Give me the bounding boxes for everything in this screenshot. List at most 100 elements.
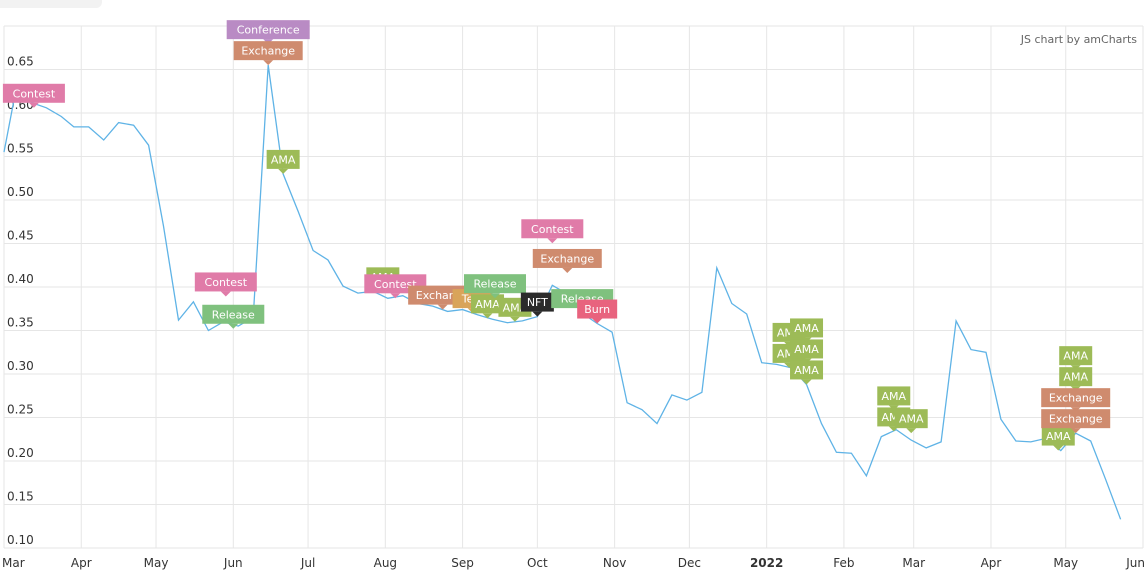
event-pin-pointer xyxy=(278,168,289,174)
event-pin-contest[interactable]: Contest xyxy=(2,83,65,108)
event-pin-ama[interactable]: AMA xyxy=(894,409,928,434)
event-pin-nft[interactable]: NFT xyxy=(520,292,554,317)
event-pin-label: AMA xyxy=(475,298,500,311)
x-tick-label: Jun xyxy=(223,556,243,570)
x-tick-label: Apr xyxy=(71,556,92,570)
event-pin-label: AMA xyxy=(881,390,906,403)
event-pin-box xyxy=(266,149,300,169)
event-pin-pointer xyxy=(906,428,917,434)
x-tick-label: Dec xyxy=(678,556,701,570)
event-pin-label: Exchange xyxy=(241,45,295,58)
event-pin-contest[interactable]: Contest xyxy=(521,219,584,244)
event-pin-ama[interactable]: AMA xyxy=(790,339,824,364)
event-pin-release[interactable]: Release xyxy=(202,304,265,329)
event-pin-box xyxy=(1059,367,1093,387)
x-tick-label: Jul xyxy=(300,556,315,570)
event-pin-exchange[interactable]: Exchange xyxy=(233,41,303,66)
event-pin-exchange[interactable]: Exchange xyxy=(532,248,602,273)
event-pin-box xyxy=(521,219,584,239)
event-annotations: Contest Conference Exchange AMA Contest Relea… xyxy=(2,20,1111,451)
event-pin-label: AMA xyxy=(271,153,296,166)
x-tick-label: Apr xyxy=(981,556,1002,570)
event-pin-label: AMA xyxy=(899,413,924,426)
y-tick-label: 0.20 xyxy=(7,446,34,460)
event-pin-ama[interactable]: AMA xyxy=(790,318,824,343)
event-pin-ama[interactable]: AMA xyxy=(790,360,824,385)
event-pin-box xyxy=(463,274,526,294)
y-tick-label: 0.10 xyxy=(7,533,34,547)
event-pin-box xyxy=(577,299,618,319)
x-tick-label: Aug xyxy=(374,556,397,570)
event-pin-label: Burn xyxy=(584,303,610,316)
event-pin-exchange[interactable]: Exchange xyxy=(1041,409,1111,434)
event-pin-ama[interactable]: AMA xyxy=(471,294,505,319)
event-pin-label: AMA xyxy=(794,343,819,356)
event-pin-label: AMA xyxy=(1063,371,1088,384)
event-pin-label: Contest xyxy=(374,278,417,291)
y-tick-label: 0.30 xyxy=(7,359,34,373)
x-tick-label: Oct xyxy=(527,556,548,570)
event-pin-box xyxy=(790,339,824,359)
y-tick-label: 0.25 xyxy=(7,403,34,417)
event-pin-label: Contest xyxy=(531,223,574,236)
event-pin-box xyxy=(194,272,257,292)
event-pin-label: AMA xyxy=(794,322,819,335)
event-pin-box xyxy=(894,409,928,429)
event-pin-box xyxy=(532,248,602,268)
event-pin-box xyxy=(1041,388,1111,408)
event-pin-ama[interactable]: AMA xyxy=(877,386,911,411)
event-pin-ama[interactable]: AMA xyxy=(1059,367,1093,392)
event-pin-pointer xyxy=(1053,445,1064,451)
x-tick-label: Jun xyxy=(1125,556,1145,570)
y-tick-label: 0.55 xyxy=(7,142,34,156)
x-tick-label: Mar xyxy=(2,556,25,570)
event-pin-contest[interactable]: Contest xyxy=(194,272,257,297)
event-pin-label: AMA xyxy=(1063,350,1088,363)
event-pin-ama[interactable]: AMA xyxy=(1041,426,1075,451)
event-pin-pointer xyxy=(801,379,812,385)
event-pin-label: Contest xyxy=(205,276,248,289)
event-pin-label: Conference xyxy=(237,24,300,37)
event-pin-pointer xyxy=(28,102,39,108)
event-pin-pointer xyxy=(482,313,493,319)
event-pin-label: Exchange xyxy=(540,252,594,265)
event-pin-label: AMA xyxy=(1046,430,1071,443)
event-pin-pointer xyxy=(263,60,274,66)
event-pin-release[interactable]: Release xyxy=(463,274,526,299)
event-pin-box xyxy=(2,83,65,103)
event-pin-pointer xyxy=(801,337,812,343)
event-pin-pointer xyxy=(888,405,899,411)
event-pin-label: Contest xyxy=(13,87,56,100)
event-pin-ama[interactable]: AMA xyxy=(1059,346,1093,371)
event-pin-pointer xyxy=(509,316,520,322)
event-pin-label: Exchange xyxy=(1049,413,1103,426)
event-pin-conference[interactable]: Conference xyxy=(226,20,310,45)
amcharts-credit[interactable]: JS chart by amCharts xyxy=(1020,33,1137,46)
y-tick-label: 0.15 xyxy=(7,490,34,504)
event-pin-label: AMA xyxy=(794,364,819,377)
event-pin-box xyxy=(877,386,911,406)
y-tick-label: 0.40 xyxy=(7,272,34,286)
x-tick-label: Sep xyxy=(451,556,474,570)
top-tab[interactable] xyxy=(0,0,102,8)
x-tick-label: Mar xyxy=(902,556,925,570)
event-pin-exchange[interactable]: Exchange xyxy=(1041,388,1111,413)
event-pin-pointer xyxy=(390,293,401,299)
event-pin-burn[interactable]: Burn xyxy=(577,299,618,324)
event-pin-ama[interactable]: AMA xyxy=(266,149,300,174)
event-pin-label: Exchange xyxy=(1049,392,1103,405)
event-pin-box xyxy=(790,360,824,380)
y-tick-label: 0.35 xyxy=(7,316,34,330)
event-pin-pointer xyxy=(489,293,500,299)
event-pin-box xyxy=(202,304,265,324)
event-pin-pointer xyxy=(228,323,239,329)
event-pin-label: Release xyxy=(473,278,516,291)
event-pin-pointer xyxy=(437,304,448,310)
event-pin-label: Release xyxy=(212,308,255,321)
event-pin-pointer xyxy=(1070,428,1081,434)
event-pin-box xyxy=(233,41,303,61)
event-pin-pointer xyxy=(592,318,603,324)
y-tick-label: 0.65 xyxy=(7,55,34,69)
